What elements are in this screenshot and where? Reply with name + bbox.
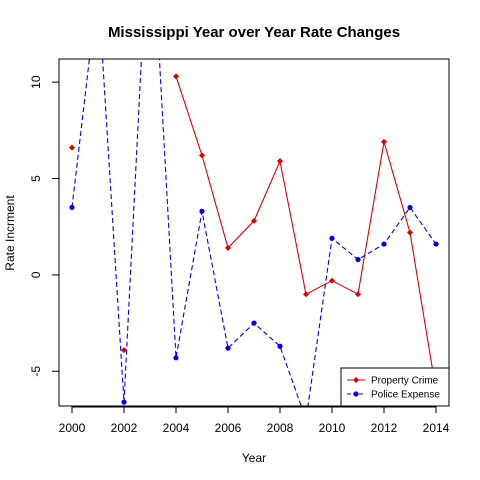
data-point bbox=[355, 291, 361, 298]
data-point bbox=[381, 241, 387, 247]
data-point bbox=[407, 229, 413, 236]
data-point bbox=[121, 347, 127, 354]
data-point bbox=[303, 417, 308, 422]
plot-frame bbox=[58, 58, 450, 407]
data-point bbox=[329, 235, 335, 241]
x-tick-label: 2012 bbox=[371, 421, 398, 435]
x-tick-label: 2004 bbox=[163, 421, 190, 435]
data-point bbox=[407, 204, 413, 211]
data-point bbox=[433, 241, 439, 247]
data-point bbox=[225, 244, 231, 251]
data-point bbox=[329, 277, 335, 284]
x-tick-label: 2008 bbox=[267, 421, 294, 435]
data-point bbox=[121, 399, 127, 405]
data-point bbox=[355, 256, 361, 263]
x-tick-label: 2000 bbox=[59, 421, 86, 435]
series-line bbox=[175, 76, 437, 391]
legend: Property Crime Police Expense bbox=[340, 367, 450, 407]
legend-swatch-marker bbox=[353, 391, 359, 397]
data-point bbox=[199, 208, 205, 214]
data-point bbox=[277, 343, 283, 349]
data-point bbox=[381, 138, 387, 145]
y-axis-label: Rate Incrment bbox=[3, 195, 17, 271]
x-tick-label: 2002 bbox=[111, 421, 138, 435]
series-property-crime bbox=[69, 73, 439, 394]
y-tick-label: 5 bbox=[29, 175, 43, 182]
data-point bbox=[277, 158, 283, 165]
x-tick-label: 2010 bbox=[319, 421, 346, 435]
data-point bbox=[69, 204, 75, 211]
y-tick-label: -5 bbox=[29, 366, 43, 377]
x-axis-label: Year bbox=[242, 451, 266, 465]
legend-entry-label: Police Expense bbox=[371, 390, 440, 401]
data-point bbox=[173, 73, 179, 80]
axes-layer: 2000 2002 2004 2006 2008 2010 2012 2014 -5 0 5 10 bbox=[29, 58, 450, 435]
data-point bbox=[199, 152, 205, 159]
series-line bbox=[71, 59, 437, 406]
data-point bbox=[251, 217, 257, 224]
y-tick-label: 0 bbox=[29, 271, 43, 278]
y-tick-label: 10 bbox=[29, 75, 43, 89]
data-point bbox=[69, 144, 75, 151]
data-point bbox=[225, 345, 231, 351]
legend-box bbox=[340, 367, 450, 407]
legend-swatch-marker bbox=[353, 377, 359, 383]
data-point bbox=[251, 320, 257, 326]
data-point bbox=[303, 291, 309, 298]
x-tick-label: 2006 bbox=[215, 421, 242, 435]
series-layer bbox=[69, 59, 439, 422]
series-police-expense bbox=[69, 59, 439, 422]
chart-title: Mississippi Year over Year Rate Changes bbox=[108, 24, 400, 41]
x-tick-label: 2014 bbox=[423, 421, 450, 435]
legend-entry-label: Property Crime bbox=[371, 376, 439, 387]
data-point bbox=[173, 355, 179, 361]
